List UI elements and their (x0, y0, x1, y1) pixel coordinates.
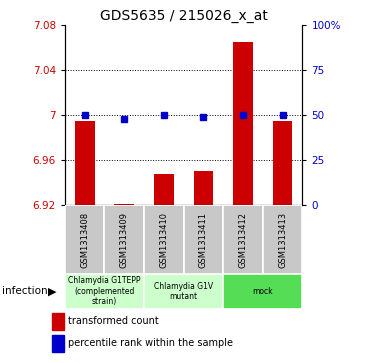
Text: GSM1313410: GSM1313410 (160, 212, 168, 268)
Bar (52, 313, 64, 330)
Text: Chlamydia G1V
mutant: Chlamydia G1V mutant (154, 282, 213, 301)
FancyBboxPatch shape (144, 205, 184, 274)
Text: percentile rank within the sample: percentile rank within the sample (68, 338, 233, 348)
Text: Chlamydia G1TEPP
(complemented
strain): Chlamydia G1TEPP (complemented strain) (68, 276, 141, 306)
FancyBboxPatch shape (105, 205, 144, 274)
Bar (114, 204, 134, 205)
Bar (75, 121, 95, 205)
Text: GSM1313411: GSM1313411 (199, 212, 208, 268)
FancyBboxPatch shape (65, 205, 105, 274)
Text: GSM1313408: GSM1313408 (80, 212, 89, 268)
Text: ▶: ▶ (48, 286, 57, 296)
FancyBboxPatch shape (263, 205, 302, 274)
FancyBboxPatch shape (65, 274, 144, 309)
Text: GSM1313409: GSM1313409 (120, 212, 129, 268)
Bar (194, 171, 213, 205)
FancyBboxPatch shape (223, 205, 263, 274)
Title: GDS5635 / 215026_x_at: GDS5635 / 215026_x_at (100, 9, 267, 23)
Text: infection: infection (2, 286, 47, 296)
Text: GSM1313412: GSM1313412 (239, 212, 247, 268)
FancyBboxPatch shape (184, 205, 223, 274)
Text: transformed count: transformed count (68, 316, 159, 326)
Text: GSM1313413: GSM1313413 (278, 212, 287, 268)
Bar (233, 42, 253, 205)
Bar (273, 121, 292, 205)
Text: mock: mock (253, 287, 273, 296)
FancyBboxPatch shape (144, 274, 223, 309)
Bar (52, 335, 64, 352)
FancyBboxPatch shape (223, 274, 302, 309)
Bar (154, 174, 174, 205)
